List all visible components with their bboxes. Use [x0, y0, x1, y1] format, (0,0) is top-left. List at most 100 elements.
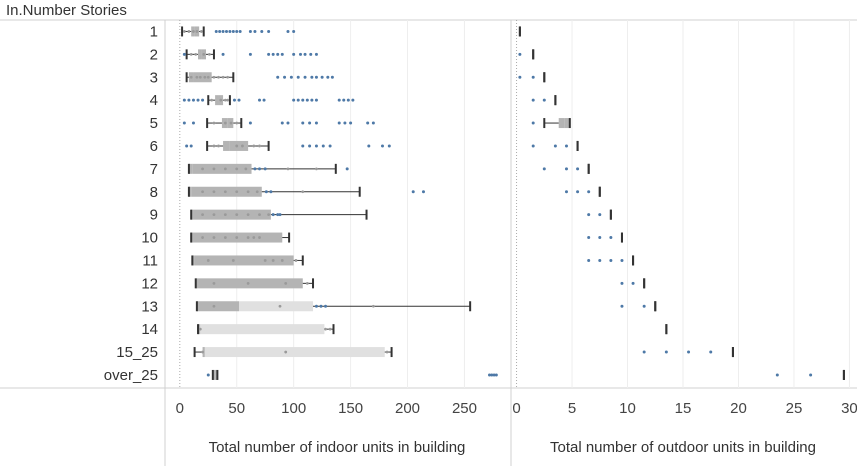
indoor-outlier-6-9 [387, 144, 391, 148]
indoor-outlier-6-7 [367, 144, 371, 148]
indoor-box-row-1 [181, 26, 296, 37]
indoor-box-upper-9 [193, 209, 271, 220]
indoor-box-row-10 [190, 232, 291, 243]
indoor-point-1-0 [182, 30, 186, 33]
indoor-outlier-5-2 [248, 121, 252, 125]
outdoor-outlier-12-0 [620, 281, 624, 285]
indoor-point-9-5 [258, 213, 261, 217]
indoor-box-row-3 [185, 72, 334, 83]
indoor-box-lower-11 [192, 255, 195, 266]
indoor-point-6-0 [212, 144, 216, 148]
indoor-box-lower-8 [188, 186, 192, 197]
indoor-point-2-2 [202, 52, 206, 56]
indoor-point-6-4 [252, 144, 256, 148]
indoor-outlier-6-4 [314, 144, 318, 148]
indoor-box-row-14 [197, 324, 335, 335]
indoor-point-3-6 [217, 75, 220, 79]
indoor-outlier-1-13 [292, 29, 296, 33]
indoor-outlier-3-8 [326, 75, 330, 79]
indoor-box-upper-14 [200, 324, 325, 335]
indoor-point-6-3 [241, 144, 244, 148]
indoor-outlier-1-12 [286, 29, 290, 33]
indoor-point-1-1 [187, 30, 191, 33]
indoor-point-8-4 [246, 190, 250, 194]
indoor-outlier-6-0 [185, 144, 189, 148]
indoor-box-upper-6 [229, 140, 249, 151]
indoor-box-upper-3 [193, 72, 212, 83]
indoor-outlier-2-8 [298, 52, 302, 56]
outdoor-outlier-7-1 [564, 167, 568, 171]
indoor-point-9-6 [267, 213, 271, 217]
indoor-point-10-1 [212, 236, 216, 239]
indoor-box-row-5 [182, 118, 375, 129]
indoor-outlier-2-0 [182, 52, 186, 56]
indoor-box-upper-over_25 [215, 369, 218, 380]
outdoor-box-row-2 [518, 49, 535, 60]
outdoor-outlier-7-2 [576, 167, 580, 171]
indoor-point-4-1 [219, 98, 223, 102]
indoor-point-10-4 [246, 236, 250, 239]
outdoor-outlier-8-2 [587, 190, 591, 194]
indoor-point-14-0 [198, 327, 202, 331]
outdoor-outlier-9-1 [598, 213, 602, 217]
outdoor-outlier-11-1 [598, 258, 602, 262]
indoor-tick-label-100: 100 [281, 400, 306, 417]
indoor-point-7-0 [201, 167, 204, 171]
indoor-outlier-4-5 [232, 98, 236, 102]
indoor-point-9-4 [246, 213, 250, 217]
indoor-box-lower-4 [215, 95, 219, 106]
outdoor-outlier-11-3 [620, 258, 624, 262]
indoor-outlier-over_25-1 [488, 373, 492, 377]
outdoor-box-row-11 [587, 255, 635, 266]
indoor-box-row-12 [194, 278, 315, 289]
indoor-outlier-3-6 [314, 75, 318, 79]
indoor-outlier-3-0 [276, 75, 280, 79]
indoor-point-11-2 [263, 259, 267, 262]
outdoor-outlier-10-1 [598, 236, 602, 240]
indoor-outlier-4-16 [342, 98, 346, 102]
indoor-outlier-1-11 [267, 29, 271, 33]
indoor-outlier-9-1 [276, 213, 280, 217]
indoor-point-13-1 [278, 304, 282, 308]
indoor-box-row-8 [187, 186, 425, 197]
indoor-outlier-13-1 [319, 304, 323, 308]
indoor-point-1-3 [195, 30, 199, 33]
indoor-point-11-4 [280, 259, 284, 262]
outdoor-box-row-10 [587, 232, 623, 243]
indoor-outlier-5-12 [371, 121, 375, 125]
indoor-outlier-9-0 [271, 213, 275, 217]
outdoor-box-row-8 [564, 186, 601, 197]
outdoor-outlier-over_25-0 [775, 373, 779, 377]
outdoor-box-upper-5 [564, 118, 570, 129]
indoor-point-10-3 [235, 236, 239, 239]
indoor-point-3-1 [195, 75, 199, 79]
indoor-outlier-4-8 [262, 98, 266, 102]
chart-frame [0, 19, 857, 466]
indoor-box-upper-12 [198, 278, 303, 289]
outdoor-box-row-3 [518, 72, 546, 83]
indoor-box-lower-2 [198, 49, 202, 60]
indoor-point-10-5 [252, 236, 256, 239]
outdoor-outlier-7-0 [542, 167, 546, 171]
indoor-point-15_25-0 [201, 350, 204, 354]
indoor-point-9-2 [223, 213, 227, 217]
outdoor-outlier-10-0 [587, 236, 591, 240]
indoor-outlier-5-6 [308, 121, 312, 125]
outdoor-outlier-over_25-1 [809, 373, 813, 377]
indoor-outlier-1-6 [235, 29, 239, 33]
indoor-outlier-2-5 [276, 52, 280, 56]
indoor-outlier-7-1 [258, 167, 262, 171]
indoor-outlier-8-2 [411, 190, 415, 194]
outdoor-outlier-13-0 [620, 304, 624, 308]
indoor-outlier-over_25-4 [494, 373, 498, 377]
row-label-11: 11 [142, 252, 158, 269]
indoor-outlier-4-9 [292, 98, 296, 102]
indoor-point-8-1 [212, 190, 216, 194]
indoor-outlier-5-7 [314, 121, 318, 125]
indoor-outlier-5-11 [366, 121, 370, 125]
row-label-5: 5 [150, 115, 158, 132]
indoor-point-3-7 [221, 75, 225, 79]
indoor-outlier-7-3 [345, 167, 349, 171]
